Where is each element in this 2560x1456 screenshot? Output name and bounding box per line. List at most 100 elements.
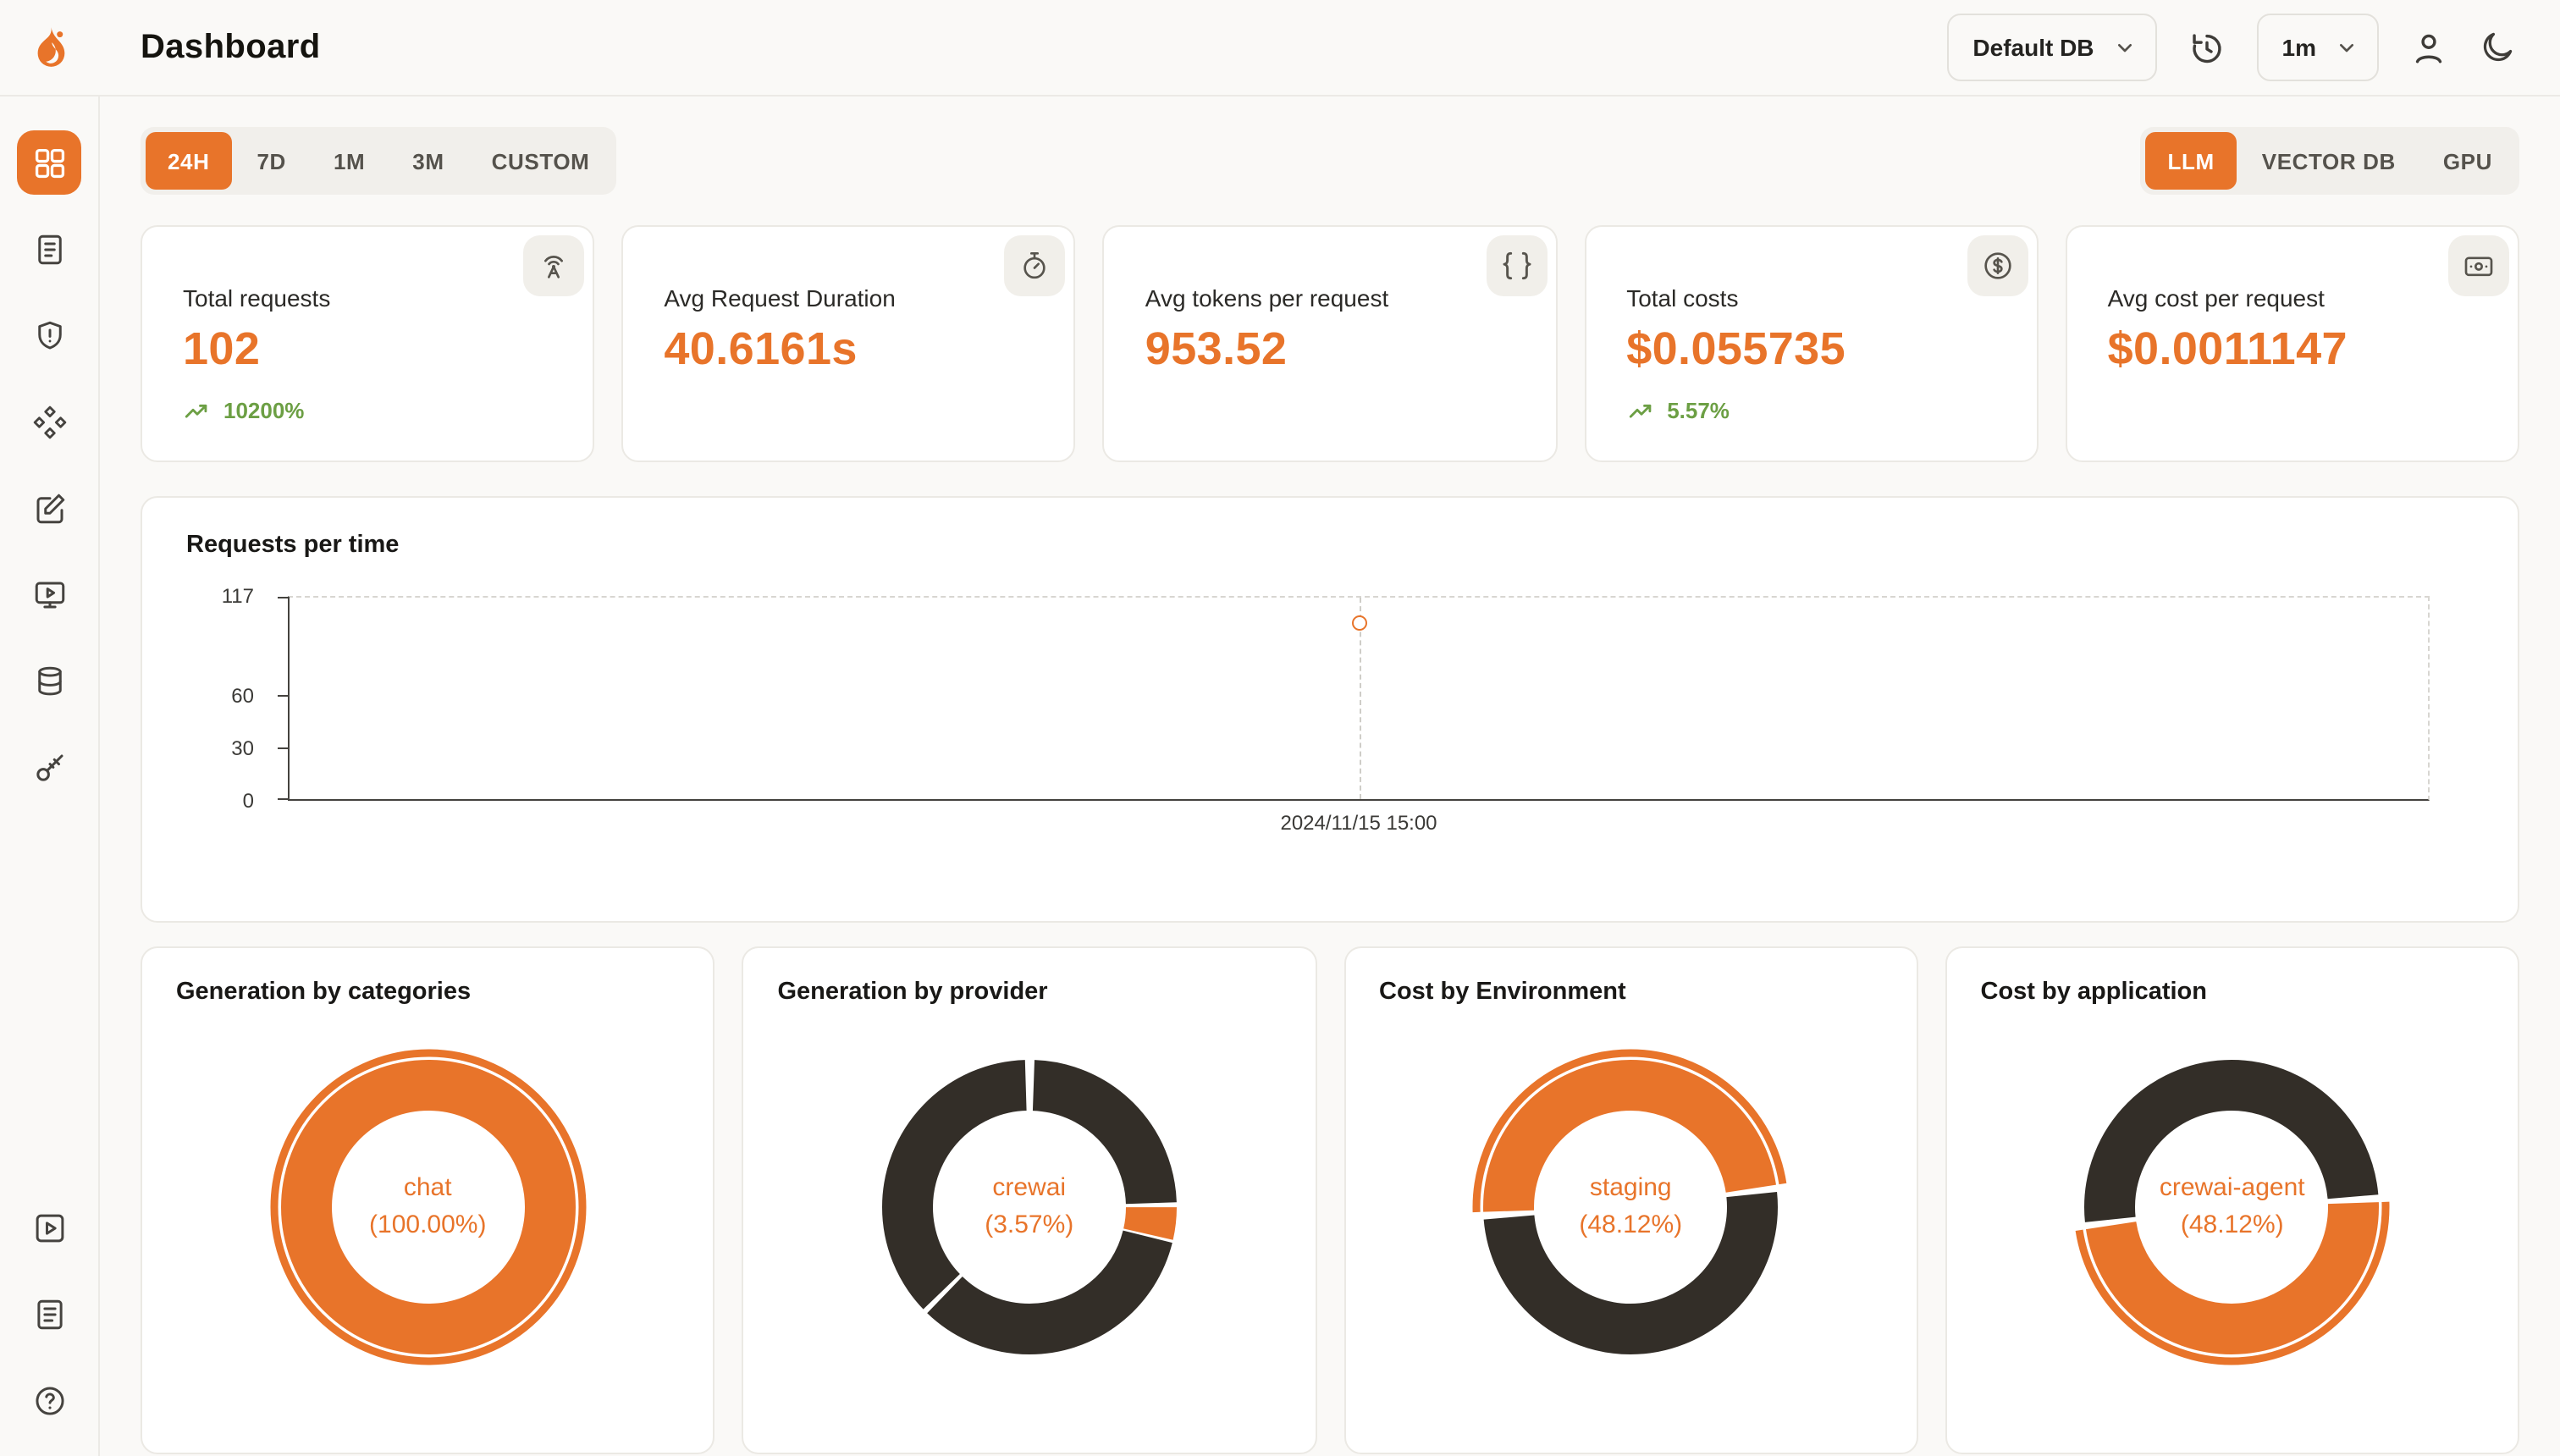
donut-title: Generation by categories [176,979,472,1006]
stat-card-avg-duration: Avg Request Duration 40.6161s [621,225,1076,462]
tab-3m[interactable]: 3M [412,148,444,174]
chevron-down-icon [2117,43,2132,52]
tab-vector-db[interactable]: VECTOR DB [2261,148,2396,174]
stat-value: 102 [183,323,261,374]
database-select[interactable]: Default DB [1947,14,2157,81]
donut-center-label: crewai-agent (48.12%) [2055,1029,2410,1385]
donut-chart: chat (100.00%) [250,1029,605,1385]
diamonds-icon [32,405,66,438]
document-icon [37,234,61,264]
stat-card-total-requests: Total requests 102 10200% [141,225,595,462]
filters-row: 24H 7D 1M 3M CUSTOM LLM VECTOR DB GPU [141,127,2519,195]
y-tick-label: 117 [221,584,254,608]
trend-up-icon [185,404,207,418]
donut-svg[interactable] [1453,1029,1808,1385]
donut-chart: crewai-agent (48.12%) [2055,1029,2410,1385]
header-actions: Default DB 1m [1947,14,2560,81]
moon-icon[interactable] [2479,29,2516,66]
stat-card-total-costs: Total costs $0.055735 5.57% [1584,225,2039,462]
donut-label-pct: (48.12%) [1579,1211,1683,1239]
shield-icon [37,320,61,349]
sidebar-item-documentation[interactable] [17,1282,81,1346]
donut-label-pct: (100.00%) [369,1211,487,1239]
donut-label-name: crewai-agent [2159,1172,2305,1201]
donut-label-name: staging [1589,1172,1672,1201]
tab-gpu[interactable]: GPU [2442,148,2492,174]
stat-card-avg-cost: Avg cost per request $0.0011147 [2065,225,2519,462]
history-icon[interactable] [2188,28,2226,67]
tab-7d[interactable]: 7D [257,148,286,174]
tab-24h[interactable]: 24H [146,132,232,190]
stat-label: Avg Request Duration [664,284,896,312]
play-square-icon [35,1213,63,1242]
sidebar [0,97,100,1456]
donut-center-label: chat (100.00%) [250,1029,605,1385]
sidebar-item-getting-started[interactable] [17,1195,81,1260]
app-logo[interactable] [0,24,100,71]
user-icon[interactable] [2409,28,2448,67]
dollar-icon [1967,235,2028,296]
donut-cards: Generation by categories chat (100.00%) … [141,946,2519,1454]
chevron-down-icon [2340,43,2353,52]
data-point [1351,615,1366,631]
y-tick-mark [278,747,290,748]
donut-label-pct: (3.57%) [985,1211,1074,1239]
interval-select[interactable]: 1m [2256,14,2379,81]
stat-label: Avg cost per request [2107,284,2325,312]
category-tabs: LLM VECTOR DB GPU [2140,127,2519,195]
stat-label: Total requests [183,284,331,312]
line-plot: 2024/11/15 15:00 [278,596,2430,835]
donut-label-name: crewai [992,1172,1067,1201]
stat-label: Avg tokens per request [1145,284,1389,312]
database-select-value: Default DB [1972,34,2094,61]
cost-by-application-card: Cost by application crewai-agent (48.12%… [1945,946,2519,1454]
donut-label-pct: (48.12%) [2180,1211,2284,1239]
donut-title: Cost by Environment [1379,979,1626,1006]
sidebar-item-api-keys[interactable] [17,735,81,799]
stopwatch-icon [1004,235,1066,296]
stat-card-avg-tokens: Avg tokens per request 953.52 [1102,225,1558,462]
stat-value: $0.0011147 [2107,323,2348,374]
edit-square-icon [36,493,64,523]
donut-svg[interactable] [852,1029,1207,1385]
monitor-play-icon [34,581,64,608]
axis-pointer-line [1359,598,1360,799]
sidebar-item-exceptions[interactable] [17,303,81,367]
tab-custom[interactable]: CUSTOM [491,148,590,174]
sidebar-item-playground[interactable] [17,562,81,626]
sidebar-item-databases[interactable] [17,648,81,713]
dashboard-grid-icon [34,147,64,178]
y-tick-label: 0 [242,789,254,813]
trend-up-icon [1629,404,1651,418]
cost-by-environment-card: Cost by Environment staging (48.12%) [1343,946,1918,1454]
donut-label-name: chat [403,1172,452,1201]
tab-llm[interactable]: LLM [2145,132,2237,190]
interval-select-value: 1m [2281,34,2316,61]
stat-cards: Total requests 102 10200% [141,225,2519,462]
generation-by-provider-card: Generation by provider crewai (3.57%) [742,946,1316,1454]
line-chart: 0 30 60 117 2024/11/15 15:00 [186,584,2474,835]
stat-value: 953.52 [1145,323,1288,374]
donut-chart: crewai (3.57%) [852,1029,1207,1385]
document-lines-icon [36,1299,62,1329]
tab-1m[interactable]: 1M [333,148,366,174]
sidebar-item-dashboard[interactable] [17,130,81,195]
broadcast-icon [523,235,585,296]
help-circle-icon [35,1386,63,1415]
sidebar-item-support[interactable] [17,1368,81,1432]
sidebar-item-evaluations[interactable] [17,476,81,540]
sidebar-item-requests[interactable] [17,217,81,281]
requests-per-time-card: Requests per time 0 30 60 117 2024/11/15 15… [141,496,2519,923]
donut-svg[interactable] [250,1029,605,1385]
donut-svg[interactable] [2055,1029,2410,1385]
donut-chart: staging (48.12%) [1453,1029,1808,1385]
sidebar-item-modules[interactable] [17,389,81,454]
y-tick-label: 30 [231,736,254,760]
stat-delta-value: 10200% [223,398,305,423]
generation-by-categories-card: Generation by categories chat (100.00%) [141,946,715,1454]
top-header: Dashboard Default DB 1m [0,0,2560,97]
donut-title: Generation by provider [777,979,1048,1006]
time-range-tabs: 24H 7D 1M 3M CUSTOM [141,127,617,195]
key-icon [36,753,63,780]
